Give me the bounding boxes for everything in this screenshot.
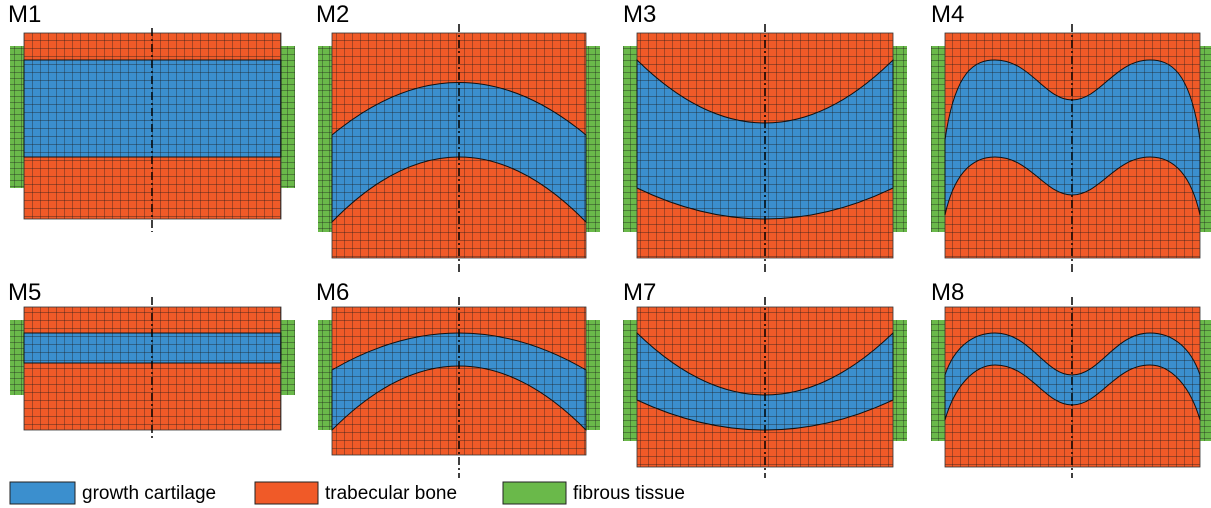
- mesh: [586, 320, 600, 430]
- model-panel: M1: [8, 1, 295, 232]
- mesh: [10, 46, 24, 188]
- layer-boundary: [331, 332, 587, 432]
- model-panel: M3: [623, 1, 907, 272]
- mesh: [931, 320, 945, 441]
- mesh: [944, 32, 1201, 259]
- mesh: [893, 46, 907, 232]
- mesh: [1200, 46, 1211, 232]
- layer-boundary: [331, 82, 587, 224]
- panel-label: M5: [8, 279, 41, 306]
- model-panel: M4: [931, 1, 1211, 272]
- legend-swatch: [9, 481, 76, 505]
- mesh: [281, 46, 295, 188]
- panel-label: M1: [8, 1, 41, 28]
- model-panel: M6: [316, 279, 600, 478]
- layer-boundary: [23, 59, 282, 158]
- mesh: [281, 320, 295, 395]
- model-panel: M5: [8, 279, 295, 440]
- legend-label: trabecular bone: [325, 483, 457, 504]
- mesh: [893, 320, 907, 441]
- legend-swatch: [502, 481, 567, 505]
- mesh: [318, 46, 332, 232]
- layer-boundary: [636, 58, 894, 220]
- panel-label: M2: [316, 1, 349, 28]
- mesh: [586, 46, 600, 232]
- layer-boundary: [23, 332, 282, 364]
- mesh: [10, 320, 24, 395]
- mesh: [636, 32, 894, 259]
- mesh: [331, 32, 587, 259]
- mesh: [623, 320, 637, 441]
- model-panel: M7: [623, 279, 907, 478]
- layer-boundary: [944, 332, 1201, 421]
- mesh: [623, 46, 637, 232]
- legend-label: fibrous tissue: [573, 483, 685, 504]
- model-panel: M2: [316, 1, 600, 272]
- panel-label: M8: [931, 279, 964, 306]
- panel-label: M7: [623, 279, 656, 306]
- legend-label: growth cartilage: [82, 483, 216, 504]
- layer-boundary: [636, 331, 894, 431]
- panel-label: M3: [623, 1, 656, 28]
- panel-label: M6: [316, 279, 349, 306]
- model-panel: M8: [931, 279, 1211, 478]
- legend-swatch: [254, 481, 319, 505]
- layer-boundary: [944, 59, 1201, 216]
- panel-label: M4: [931, 1, 964, 28]
- panels: M1 M2 M3 M4 M5 M6 M7 M8: [8, 1, 1211, 478]
- mesh: [318, 320, 332, 430]
- legend: growth cartilage trabecular bone fibrous…: [9, 481, 685, 505]
- mesh: [931, 46, 945, 232]
- mesh: [1200, 320, 1211, 441]
